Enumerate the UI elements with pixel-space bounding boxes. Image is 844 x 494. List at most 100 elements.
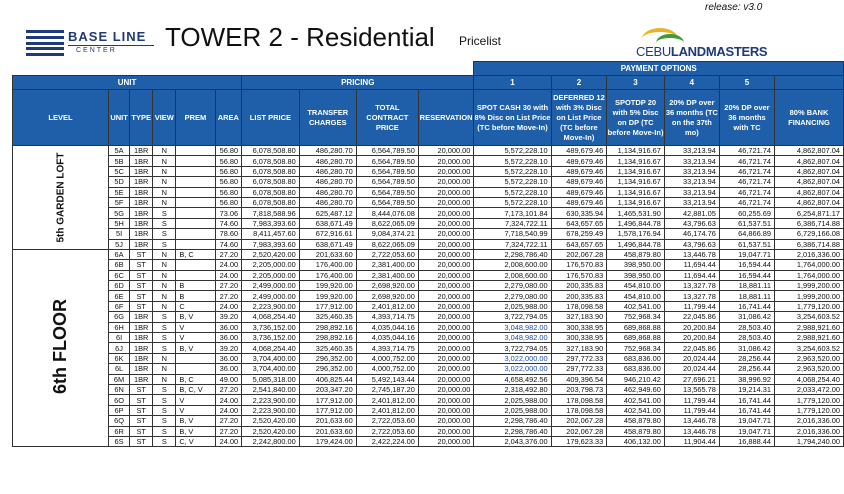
table-cell: 20,000.00 [417,363,475,375]
table-cell: 2,745,187.20 [355,383,419,396]
table-cell: 489,679.46 [550,155,608,167]
table-cell: 203,347.20 [298,383,357,396]
table-cell: 2,025,988.00 [473,300,552,313]
table-cell: 56.80 [214,165,243,178]
table-cell: 73.06 [214,207,243,219]
logo-text-cebu: CEBU [636,44,671,59]
option-3-number: 3 [606,75,665,90]
table-cell: C, V [175,435,216,448]
table-cell: 6G [107,311,131,323]
table-cell: 6F [107,300,131,313]
table-cell: 201,633.60 [298,415,357,427]
table-cell: 200,335.83 [550,290,608,302]
table-row: 6H 1BR S V 36.00 3,736,152.00 298,892.16 4,035,… [13,321,844,334]
table-row: 5G 1BR S 73.06 7,818,588.96 625,487.12 8,444,0… [13,207,844,219]
table-cell: 200,335.83 [550,280,608,292]
table-cell: 20,000.00 [417,352,475,365]
table-cell: 178,098.58 [550,300,608,313]
col-area: AREA [214,89,243,146]
table-cell: 458,879.80 [606,415,665,427]
table-cell: 462,949.60 [606,383,665,396]
table-cell: 33,213.94 [663,165,720,178]
table-cell: 20,000.00 [417,404,475,417]
table-cell: 4,393,714.75 [355,311,419,323]
table-cell: 24.00 [214,394,243,406]
table-cell: 6J [107,342,131,354]
table-cell: 2,279,080.00 [473,280,552,292]
table-cell: 11,904.44 [663,435,720,448]
table-cell: 24.00 [214,300,243,313]
table-cell: 5,572,228.10 [473,155,552,167]
table-cell: 630,335.94 [550,207,608,219]
option-5-number: 5 [718,75,775,90]
table-cell: 4,862,807.04 [773,155,844,167]
table-cell: 74.60 [214,238,243,250]
col-transfer-charges: TRANSFER CHARGES [298,89,357,146]
table-cell: 20,000.00 [417,394,475,406]
table-row: 6Q ST S B, V 27.20 2,520,420.00 201,633.60 2,72… [13,415,844,427]
pricing-group-header: PRICING [241,75,475,90]
table-cell: ST [129,280,154,292]
table-cell: 56.80 [214,186,243,198]
table-cell: 9,084,374.21 [355,228,419,240]
table-cell: 486,280.70 [298,186,357,198]
table-cell: 56.80 [214,155,243,167]
table-cell: 6H [107,321,131,334]
table-cell: 2,401,812.00 [355,300,419,313]
table-cell: 3,048,982.00 [473,321,552,334]
table-cell: 199,920.00 [298,290,357,302]
table-cell: 16,888.44 [718,435,775,448]
table-cell: 202,067.28 [550,248,608,261]
table-cell: 16,741.44 [718,404,775,417]
table-cell: 43,796.63 [663,217,720,230]
table-cell: 2,499,000.00 [241,290,300,302]
table-cell: 4,658,492.56 [473,373,552,386]
table-cell: 3,048,982.00 [473,332,552,344]
table-cell: V [175,394,216,406]
table-cell: 2,698,920.00 [355,290,419,302]
table-cell: 24.00 [214,259,243,271]
table-cell: 6P [107,404,131,417]
option-6-number [773,75,844,90]
table-cell: 56.80 [214,196,243,209]
table-row: 6E ST N B 27.20 2,499,000.00 199,920.00 2,698,9… [13,290,844,302]
table-cell: 2,520,420.00 [241,415,300,427]
table-cell: 56.80 [214,176,243,188]
table-cell: 3,704,400.00 [241,352,300,365]
table-cell: 1,764,000.00 [773,259,844,271]
table-cell: 31,086.42 [718,342,775,354]
col-type: TYPE [129,89,154,146]
table-cell: 458,879.80 [606,248,665,261]
table-cell: 489,679.46 [550,165,608,178]
table-cell: 27,696.21 [663,373,720,386]
table-row: 6F ST N C 24.00 2,223,900.00 177,912.00 2,401,8… [13,300,844,313]
table-cell: S [152,415,177,427]
table-cell: S [152,383,177,396]
table-cell: 176,570.83 [550,259,608,271]
table-cell: 2,499,000.00 [241,280,300,292]
table-cell: S [152,332,177,344]
table-cell: 1BR [129,342,154,354]
table-row: 6I 1BR S V 36.00 3,736,152.00 298,892.16 4,035,… [13,332,844,344]
table-cell: 20,000.00 [417,259,475,271]
table-cell: 5E [107,186,131,198]
table-cell: V [175,404,216,417]
table-cell: 2,520,420.00 [241,248,300,261]
table-cell: 177,912.00 [298,394,357,406]
table-cell: 454,810.00 [606,290,665,302]
release-version: release: v3.0 [705,2,763,13]
table-cell: B, C, V [175,383,216,396]
table-cell: 398,950.00 [606,259,665,271]
table-cell: B, C [175,248,216,261]
col-dp-36-tc: 20% DP over 36 months with TC [718,89,775,146]
table-cell: 27.20 [214,383,243,396]
table-cell: 13,446.78 [663,248,720,261]
table-cell: 4,000,752.00 [355,352,419,365]
table-cell: 398,950.00 [606,269,665,282]
table-cell: 33,213.94 [663,176,720,188]
brand-sub: CENTER [76,47,117,54]
table-cell: 6,564,789.50 [355,196,419,209]
table-cell: 298,892.16 [298,332,357,344]
table-cell: 6,078,508.80 [241,155,300,167]
table-cell: S [152,217,177,230]
